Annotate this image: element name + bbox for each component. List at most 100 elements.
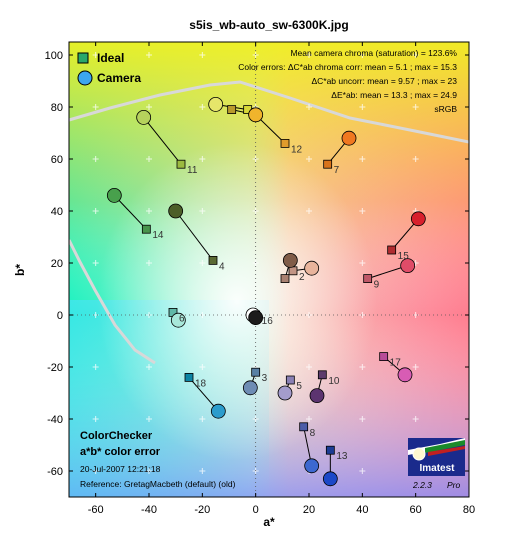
patch-label: 12 bbox=[291, 144, 303, 155]
x-tick-label: -20 bbox=[194, 504, 210, 516]
ideal-marker bbox=[363, 274, 373, 284]
grid-cross bbox=[199, 416, 206, 422]
camera-marker bbox=[304, 260, 320, 276]
camera-marker bbox=[277, 385, 293, 401]
stats-line-uncorr: ΔC*ab uncorr: mean = 9.57 ; max = 23 bbox=[311, 76, 457, 86]
stats-line-delta-e: ΔE*ab: mean = 13.3 ; max = 24.9 bbox=[331, 90, 457, 100]
logo-version: 2.2.3 bbox=[412, 480, 432, 490]
grid-cross bbox=[199, 52, 206, 58]
grid-cross bbox=[199, 156, 206, 162]
legend-camera-marker bbox=[77, 70, 93, 86]
chart-title: s5is_wb-auto_sw-6300K.jpg bbox=[189, 18, 348, 32]
grid-cross bbox=[412, 416, 419, 422]
ideal-marker bbox=[208, 255, 218, 265]
grid-cross bbox=[306, 104, 312, 110]
grid-cross bbox=[146, 52, 152, 58]
y-tick-label: -20 bbox=[47, 362, 63, 374]
grid-cross bbox=[92, 364, 99, 370]
logo-edition: Pro bbox=[447, 480, 461, 490]
patch-label: 11 bbox=[187, 165, 198, 176]
grid-cross bbox=[306, 208, 312, 214]
x-axis-label: a* bbox=[263, 515, 275, 529]
grid-cross bbox=[306, 364, 312, 370]
patch-label: 18 bbox=[195, 378, 207, 389]
grid-cross bbox=[146, 416, 152, 422]
patch-label: 10 bbox=[328, 376, 340, 387]
patch-label: 17 bbox=[390, 358, 402, 369]
grid-cross bbox=[92, 104, 99, 110]
zero-axes bbox=[69, 42, 469, 497]
y-tick-label: 20 bbox=[51, 258, 63, 270]
grid-cross bbox=[359, 468, 366, 474]
footer-chart-subtitle: a*b* color error bbox=[80, 446, 161, 458]
patch-label: 3 bbox=[262, 373, 268, 384]
camera-marker bbox=[170, 312, 186, 328]
x-tick-label: 0 bbox=[253, 504, 259, 516]
grid-cross bbox=[199, 468, 206, 474]
ideal-marker bbox=[379, 352, 389, 362]
y-tick-label: -40 bbox=[47, 414, 63, 426]
data-markers bbox=[106, 97, 426, 487]
camera-marker bbox=[136, 110, 152, 125]
patch-label: 16 bbox=[262, 316, 274, 327]
axis-ticks: -60 -40 -20 0 20 40 60 80 -60 -40 -20 0 20 40 60 80 100 bbox=[45, 42, 475, 516]
patch-label: 6 bbox=[179, 313, 185, 324]
y-tick-label: 60 bbox=[51, 154, 63, 166]
x-tick-label: 20 bbox=[303, 504, 315, 516]
x-tick-label: 40 bbox=[356, 504, 368, 516]
gamut-boundary-lower bbox=[69, 239, 156, 365]
grid-cross bbox=[306, 156, 312, 162]
y-axis-label: b* bbox=[13, 264, 27, 276]
camera-marker bbox=[168, 203, 184, 219]
camera-marker bbox=[208, 97, 224, 112]
error-line bbox=[143, 117, 182, 165]
grid-cross bbox=[146, 468, 152, 474]
stats-line-chroma: Mean camera chroma (saturation) = 123.6% bbox=[290, 48, 457, 58]
grid-cross bbox=[199, 364, 206, 370]
patch-label: 2 bbox=[299, 272, 305, 283]
grid-cross bbox=[146, 104, 152, 110]
imatest-logo: Imatest 2.2.3 Pro bbox=[408, 438, 465, 490]
camera-marker bbox=[341, 130, 357, 146]
footer-chart-name: ColorChecker bbox=[80, 430, 153, 442]
grid-cross bbox=[199, 260, 206, 266]
ideal-marker bbox=[176, 159, 186, 169]
legend-camera-label: Camera bbox=[97, 71, 141, 85]
patch-label: 9 bbox=[374, 280, 380, 291]
grid-cross bbox=[306, 416, 312, 422]
grid-cross bbox=[359, 312, 366, 318]
patch-label: 13 bbox=[336, 451, 348, 462]
camera-marker bbox=[210, 403, 226, 419]
y-tick-label: 40 bbox=[51, 206, 63, 218]
logo-text: Imatest bbox=[419, 463, 455, 474]
logo-sun-icon bbox=[412, 447, 426, 461]
camera-marker bbox=[282, 252, 298, 268]
ideal-marker bbox=[325, 445, 335, 455]
grid-cross bbox=[359, 156, 366, 162]
camera-marker bbox=[248, 310, 264, 326]
ideal-marker bbox=[280, 274, 290, 284]
grid-cross bbox=[146, 260, 152, 266]
ideal-marker bbox=[184, 372, 194, 382]
plot-frame bbox=[68, 41, 470, 498]
ideal-marker bbox=[288, 266, 298, 276]
gamut-boundary bbox=[69, 80, 469, 144]
stats-line-chroma-corr: Color errors: ΔC*ab chroma corr: mean = … bbox=[238, 62, 457, 72]
ideal-marker bbox=[251, 367, 261, 377]
grid-cross bbox=[92, 468, 99, 474]
grid-cross bbox=[146, 364, 152, 370]
footer-annotation: ColorChecker a*b* color error 20-Jul-200… bbox=[80, 430, 236, 489]
y-tick-label: 0 bbox=[57, 310, 63, 322]
grid-cross bbox=[92, 260, 99, 266]
camera-marker bbox=[400, 258, 416, 274]
x-tick-label: 60 bbox=[410, 504, 422, 516]
ideal-marker bbox=[323, 159, 333, 169]
patch-label: 15 bbox=[398, 251, 410, 262]
camera-marker bbox=[309, 388, 325, 404]
ideal-marker bbox=[280, 138, 290, 148]
error-line bbox=[113, 195, 147, 230]
grid-cross bbox=[412, 364, 419, 370]
grid-cross bbox=[92, 208, 99, 214]
grid-cross bbox=[359, 52, 366, 58]
